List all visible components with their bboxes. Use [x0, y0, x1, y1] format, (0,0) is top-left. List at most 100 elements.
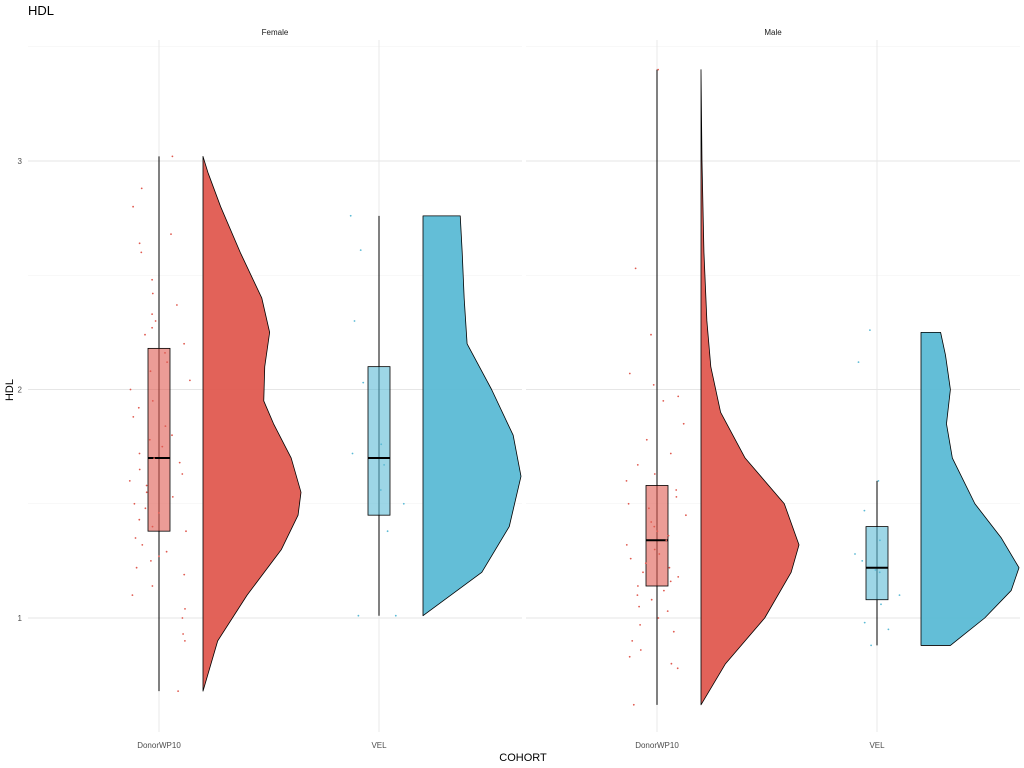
data-point [157, 512, 160, 514]
data-point [353, 320, 356, 322]
data-point [145, 484, 148, 487]
data-point [870, 644, 872, 647]
data-point [653, 548, 656, 551]
data-point [636, 594, 639, 596]
data-point [629, 557, 632, 560]
data-point [857, 361, 860, 363]
data-point [402, 502, 405, 505]
data-point [666, 610, 669, 612]
data-point [150, 560, 152, 562]
data-point [138, 518, 141, 521]
data-point [854, 553, 856, 555]
data-point [362, 381, 365, 384]
data-point [137, 406, 140, 409]
data-point [171, 155, 174, 158]
panel-male: Male DonorWP10 VEL [526, 28, 1020, 750]
data-point [650, 598, 653, 601]
data-point [869, 329, 871, 331]
data-point [138, 242, 141, 245]
data-point [145, 491, 148, 494]
group-donorwp10 [128, 155, 302, 692]
data-point [181, 473, 184, 475]
data-point [898, 594, 901, 596]
data-point [639, 649, 642, 651]
violin-half [202, 156, 302, 692]
data-point [639, 624, 641, 626]
data-point [383, 464, 385, 466]
data-point [656, 530, 659, 533]
data-point [140, 251, 143, 254]
data-point [182, 633, 185, 635]
panels: Female DonorWP10 VEL Male DonorWP10 VEL 1 2 3 [18, 28, 1020, 750]
violin-half [700, 69, 800, 706]
data-point [170, 233, 172, 236]
box [865, 526, 889, 601]
data-point [151, 400, 154, 402]
data-point [685, 514, 687, 517]
data-point [185, 530, 187, 533]
data-point [627, 502, 630, 505]
chart-title: HDL [28, 3, 54, 18]
data-point [394, 614, 397, 617]
data-point [625, 480, 628, 482]
data-point [634, 267, 637, 270]
y-tick-label: 1 [18, 614, 23, 623]
data-point [644, 562, 647, 565]
data-point [636, 464, 639, 466]
data-point [149, 370, 152, 373]
box [645, 485, 669, 587]
x-tick-label: DonorWP10 [635, 741, 679, 750]
data-point [144, 333, 146, 336]
data-point [135, 566, 138, 569]
data-point [677, 576, 680, 578]
data-point [151, 292, 154, 295]
y-tick-label: 2 [18, 386, 23, 395]
data-point [176, 304, 178, 306]
data-point [359, 249, 362, 252]
data-point [134, 537, 137, 539]
group-vel [854, 329, 1020, 647]
data-point [874, 569, 877, 571]
data-point [351, 452, 354, 455]
data-point [682, 422, 685, 425]
data-point [132, 205, 135, 208]
data-point [154, 320, 157, 322]
violin-half [422, 215, 522, 617]
data-point [178, 461, 181, 464]
data-point [181, 617, 184, 619]
data-point [184, 608, 186, 610]
data-point [676, 667, 679, 670]
data-point [653, 525, 656, 528]
data-point [632, 703, 635, 706]
data-point [668, 566, 671, 569]
data-point [677, 395, 680, 398]
data-point [631, 640, 634, 642]
data-point [863, 509, 866, 512]
data-point [648, 507, 650, 510]
data-point [625, 544, 628, 546]
x-tick-label: VEL [869, 741, 885, 750]
data-point [379, 489, 382, 491]
data-point [129, 388, 132, 391]
data-point [861, 560, 864, 562]
data-point [652, 384, 655, 386]
violin-half [920, 331, 1020, 646]
data-point [133, 502, 136, 505]
data-point [151, 585, 154, 587]
data-point [386, 530, 389, 533]
data-point [138, 468, 141, 471]
data-point [628, 655, 631, 658]
data-point [148, 438, 151, 441]
data-point [183, 342, 186, 345]
data-point [887, 628, 890, 631]
data-point [151, 326, 154, 329]
data-point [650, 333, 652, 336]
data-point [675, 489, 678, 491]
data-point [128, 480, 131, 482]
data-point [131, 594, 134, 596]
data-point [662, 400, 665, 402]
data-point [637, 585, 639, 587]
y-axis-label: HDL [4, 379, 16, 401]
x-axis-label: COHORT [499, 752, 547, 764]
data-point [658, 553, 661, 555]
